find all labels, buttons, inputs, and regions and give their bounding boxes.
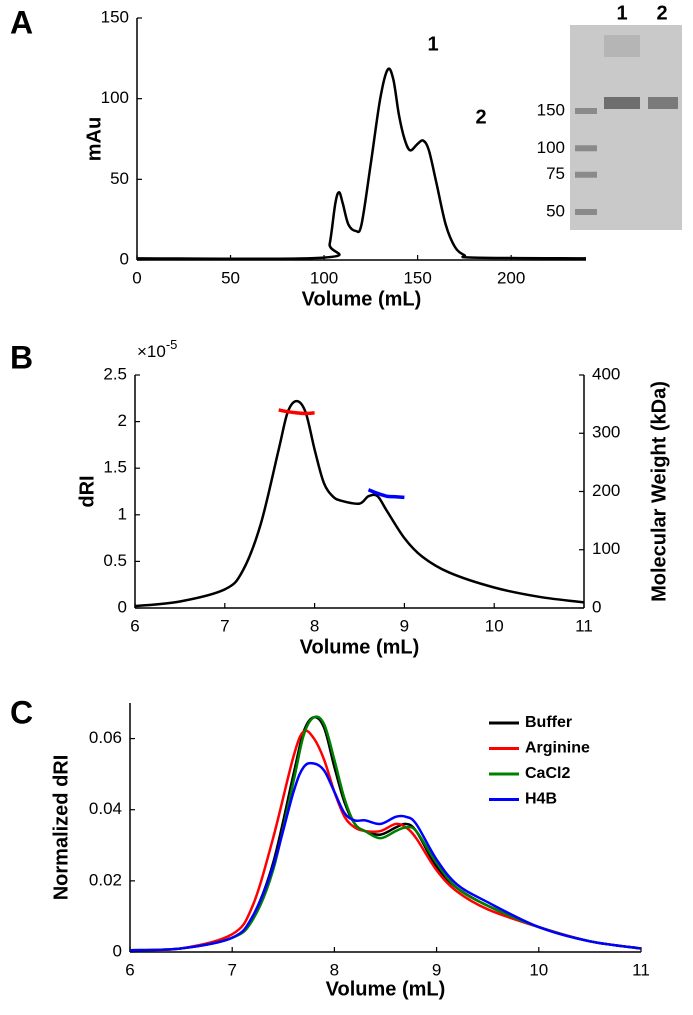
x-tick-label: 11 xyxy=(575,616,593,635)
ladder-label: 100 xyxy=(537,138,565,157)
data-line xyxy=(134,399,585,608)
gel-band xyxy=(648,97,678,109)
x-tick-label: 100 xyxy=(310,268,338,287)
gel-inset xyxy=(570,25,682,230)
data-line xyxy=(278,408,315,416)
ladder-label: 50 xyxy=(546,201,565,220)
y2-tick-label: 400 xyxy=(592,364,620,383)
gel-band xyxy=(604,97,640,109)
x-tick-label: 8 xyxy=(310,616,319,635)
y-tick-label: 2 xyxy=(118,411,127,430)
ladder-band xyxy=(575,108,597,114)
x-tick-label: 7 xyxy=(220,616,229,635)
y2-tick-label: 0 xyxy=(592,597,601,616)
y-tick-label: 50 xyxy=(110,169,129,188)
data-line xyxy=(136,67,587,261)
y-tick-label: 0.02 xyxy=(89,870,122,889)
y-tick-label: 1.5 xyxy=(103,458,127,477)
multiplier-exponent: -5 xyxy=(166,337,178,352)
panel-label: A xyxy=(10,4,33,40)
y-tick-label: 0 xyxy=(113,941,122,960)
legend-label: Arginine xyxy=(525,740,590,757)
y-tick-label: 100 xyxy=(101,88,129,107)
y2-axis-label: Molecular Weight (kDa) xyxy=(648,381,670,602)
y-axis-label: mAu xyxy=(83,117,105,161)
x-tick-label: 9 xyxy=(432,960,441,979)
y-tick-label: 2.5 xyxy=(103,364,127,383)
y-tick-label: 0 xyxy=(118,597,127,616)
x-tick-label: 11 xyxy=(632,960,650,979)
gel-smear xyxy=(604,35,640,57)
multiplier-base: ×10 xyxy=(137,342,166,361)
y-axis-label: Normalized dRI xyxy=(50,755,72,901)
legend-label: Buffer xyxy=(525,714,572,731)
y-axis-label: dRI xyxy=(76,475,98,507)
x-tick-label: 7 xyxy=(227,960,236,979)
y-tick-label: 0 xyxy=(120,249,129,268)
legend-label: CaCl2 xyxy=(525,765,570,782)
panel-label: C xyxy=(10,694,33,730)
peak-label: 2 xyxy=(475,106,486,128)
lane-label: 2 xyxy=(656,2,667,24)
x-tick-label: 9 xyxy=(400,616,409,635)
y-tick-label: 0.04 xyxy=(89,799,122,818)
data-line xyxy=(129,729,642,952)
gel xyxy=(570,25,682,230)
lane-label: 1 xyxy=(616,2,627,24)
y2-tick-label: 200 xyxy=(592,481,620,500)
data-line xyxy=(367,488,405,500)
ladder-label: 75 xyxy=(546,164,565,183)
ladder-label: 150 xyxy=(537,100,565,119)
legend-label: H4B xyxy=(525,791,557,808)
x-tick-label: 10 xyxy=(485,616,504,635)
x-tick-label: 6 xyxy=(130,616,139,635)
panel-label: B xyxy=(10,339,33,375)
y-tick-label: 0.06 xyxy=(89,728,122,747)
y-tick-label: 1 xyxy=(118,504,127,523)
y2-tick-label: 100 xyxy=(592,539,620,558)
x-axis-label: Volume (mL) xyxy=(300,636,420,658)
x-tick-label: 150 xyxy=(403,268,431,287)
x-tick-label: 8 xyxy=(330,960,339,979)
x-tick-label: 6 xyxy=(125,960,134,979)
ladder-band xyxy=(575,145,597,152)
data-line xyxy=(129,761,642,952)
x-tick-label: 200 xyxy=(497,268,525,287)
peak-label: 1 xyxy=(427,33,438,55)
x-axis-label: Volume (mL) xyxy=(326,978,446,1000)
data-line xyxy=(129,715,642,952)
x-tick-label: 0 xyxy=(132,268,141,287)
y-tick-label: 0.5 xyxy=(103,551,127,570)
x-axis-label: Volume (mL) xyxy=(302,288,422,310)
x-tick-label: 50 xyxy=(221,268,240,287)
x-tick-label: 10 xyxy=(529,960,548,979)
ladder-band xyxy=(575,209,597,215)
y2-tick-label: 300 xyxy=(592,423,620,442)
ladder-band xyxy=(575,171,597,178)
y-multiplier: ×10-5 xyxy=(137,337,177,361)
y-tick-label: 150 xyxy=(101,7,129,26)
